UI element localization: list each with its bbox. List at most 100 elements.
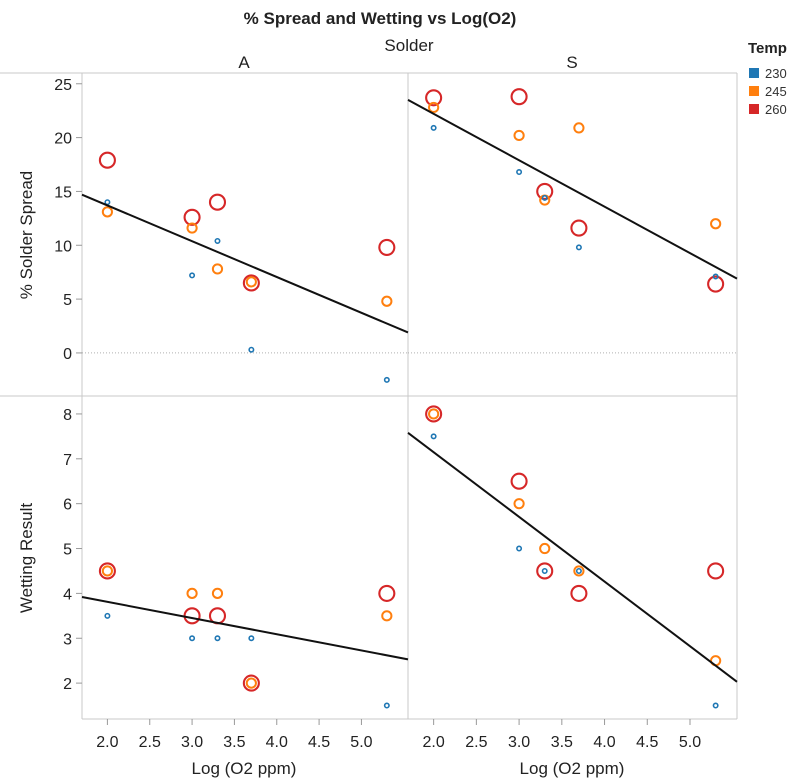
- data-point-260: [242, 674, 260, 692]
- data-point-260: [570, 219, 588, 237]
- x-tick-label: 5.0: [350, 734, 372, 751]
- data-point-245: [101, 206, 114, 218]
- x-tick-label: 2.0: [423, 734, 445, 751]
- data-point-260: [98, 562, 116, 580]
- data-point-230: [248, 635, 255, 642]
- data-point-260: [98, 151, 116, 169]
- panel-spread-a: [81, 151, 409, 383]
- x-tick-label: 4.0: [593, 734, 615, 751]
- trend-line: [81, 595, 409, 661]
- y-axis-label-spread: % Solder Spread: [17, 171, 36, 300]
- y-tick-label: 5: [63, 292, 72, 309]
- y-tick-label: 10: [54, 238, 72, 255]
- data-point-230: [104, 612, 111, 619]
- data-point-245: [381, 610, 393, 622]
- data-point-260: [510, 88, 528, 106]
- y-tick-label: 3: [63, 631, 72, 648]
- data-point-230: [430, 433, 437, 440]
- data-point-260: [242, 274, 260, 292]
- data-point-230: [712, 702, 719, 709]
- x-tick-label: 2.5: [465, 734, 487, 751]
- x-tick-label: 5.0: [679, 734, 701, 751]
- data-point-230: [516, 169, 523, 176]
- panel-spread-s: [407, 88, 738, 293]
- y-tick-label: 7: [63, 452, 72, 469]
- y-tick-label: 15: [54, 184, 72, 201]
- data-point-245: [513, 129, 525, 142]
- y-tick-label: 20: [54, 131, 72, 148]
- data-point-260: [510, 472, 528, 490]
- panel-wetting-a: [81, 562, 409, 709]
- data-point-245: [539, 542, 551, 555]
- column-header: Solder: [384, 36, 433, 55]
- legend-label-230: 230: [765, 66, 787, 81]
- x-tick-label: 2.0: [96, 734, 118, 751]
- y-tick-label: 8: [63, 407, 72, 424]
- legend: Temp 230 245 260: [748, 40, 787, 117]
- data-point-260: [378, 584, 396, 602]
- data-point-260: [707, 275, 725, 293]
- data-point-260: [536, 562, 554, 580]
- data-point-245: [428, 101, 440, 114]
- data-point-230: [575, 567, 582, 574]
- data-point-260: [183, 607, 201, 625]
- data-point-230: [712, 273, 719, 280]
- y-tick-label: 0: [63, 346, 72, 363]
- legend-title: Temp: [748, 40, 787, 57]
- trend-line: [407, 431, 738, 683]
- data-point-245: [513, 498, 525, 510]
- data-point-245: [186, 222, 198, 234]
- y-tick-label: 2: [63, 676, 72, 693]
- data-point-230: [541, 567, 548, 574]
- x-tick-label: 3.0: [181, 734, 203, 751]
- legend-swatch-260: [749, 104, 759, 114]
- data-point-230: [575, 244, 582, 251]
- data-point-230: [214, 237, 221, 244]
- y-tick-label: 6: [63, 497, 72, 514]
- data-point-230: [214, 635, 221, 642]
- x-axis-label-s: Log (O2 ppm): [520, 759, 625, 778]
- panel-wetting-s: [407, 405, 738, 709]
- data-point-230: [383, 702, 390, 709]
- x-axis-label-a: Log (O2 ppm): [192, 759, 297, 778]
- y-tick-label: 5: [63, 542, 72, 559]
- data-point-260: [378, 238, 396, 256]
- y-tick-label: 25: [54, 77, 72, 94]
- y-axis-label-wetting: Wetting Result: [17, 503, 36, 614]
- x-tick-label: 3.5: [223, 734, 245, 751]
- data-point-245: [710, 218, 722, 230]
- data-point-230: [541, 194, 548, 201]
- x-tick-label: 4.5: [636, 734, 658, 751]
- data-point-260: [536, 182, 554, 200]
- x-tick-label: 3.5: [551, 734, 573, 751]
- column-label-s: S: [566, 53, 577, 72]
- data-point-245: [573, 565, 585, 577]
- legend-label-245: 245: [765, 84, 787, 99]
- trend-line: [407, 99, 738, 280]
- data-point-245: [211, 587, 224, 599]
- panel-frame: 0 5 10 15 20 25 2 3 4 5 6 7 8 2.0 2.5 3.0 3.5 4.0 4.5 5.0 2.…: [0, 72, 738, 751]
- data-point-230: [189, 272, 196, 279]
- data-point-260: [707, 562, 725, 580]
- data-point-230: [516, 545, 523, 552]
- x-tick-label: 2.5: [139, 734, 161, 751]
- data-point-260: [570, 584, 588, 602]
- x-tick-label: 3.0: [508, 734, 530, 751]
- data-point-245: [428, 408, 440, 420]
- data-point-245: [245, 276, 257, 288]
- data-point-230: [189, 635, 196, 642]
- data-point-260: [425, 405, 443, 423]
- plot-area: [81, 88, 738, 709]
- trend-line: [81, 193, 409, 334]
- data-point-260: [183, 208, 201, 226]
- x-tick-label: 4.5: [308, 734, 330, 751]
- legend-label-260: 260: [765, 102, 787, 117]
- column-label-a: A: [238, 53, 250, 72]
- x-tick-label: 4.0: [266, 734, 288, 751]
- data-point-245: [381, 295, 393, 307]
- legend-swatch-245: [749, 86, 759, 96]
- data-point-245: [573, 122, 585, 134]
- data-point-245: [186, 587, 198, 599]
- y-tick-label: 4: [63, 586, 72, 603]
- data-point-230: [248, 346, 255, 353]
